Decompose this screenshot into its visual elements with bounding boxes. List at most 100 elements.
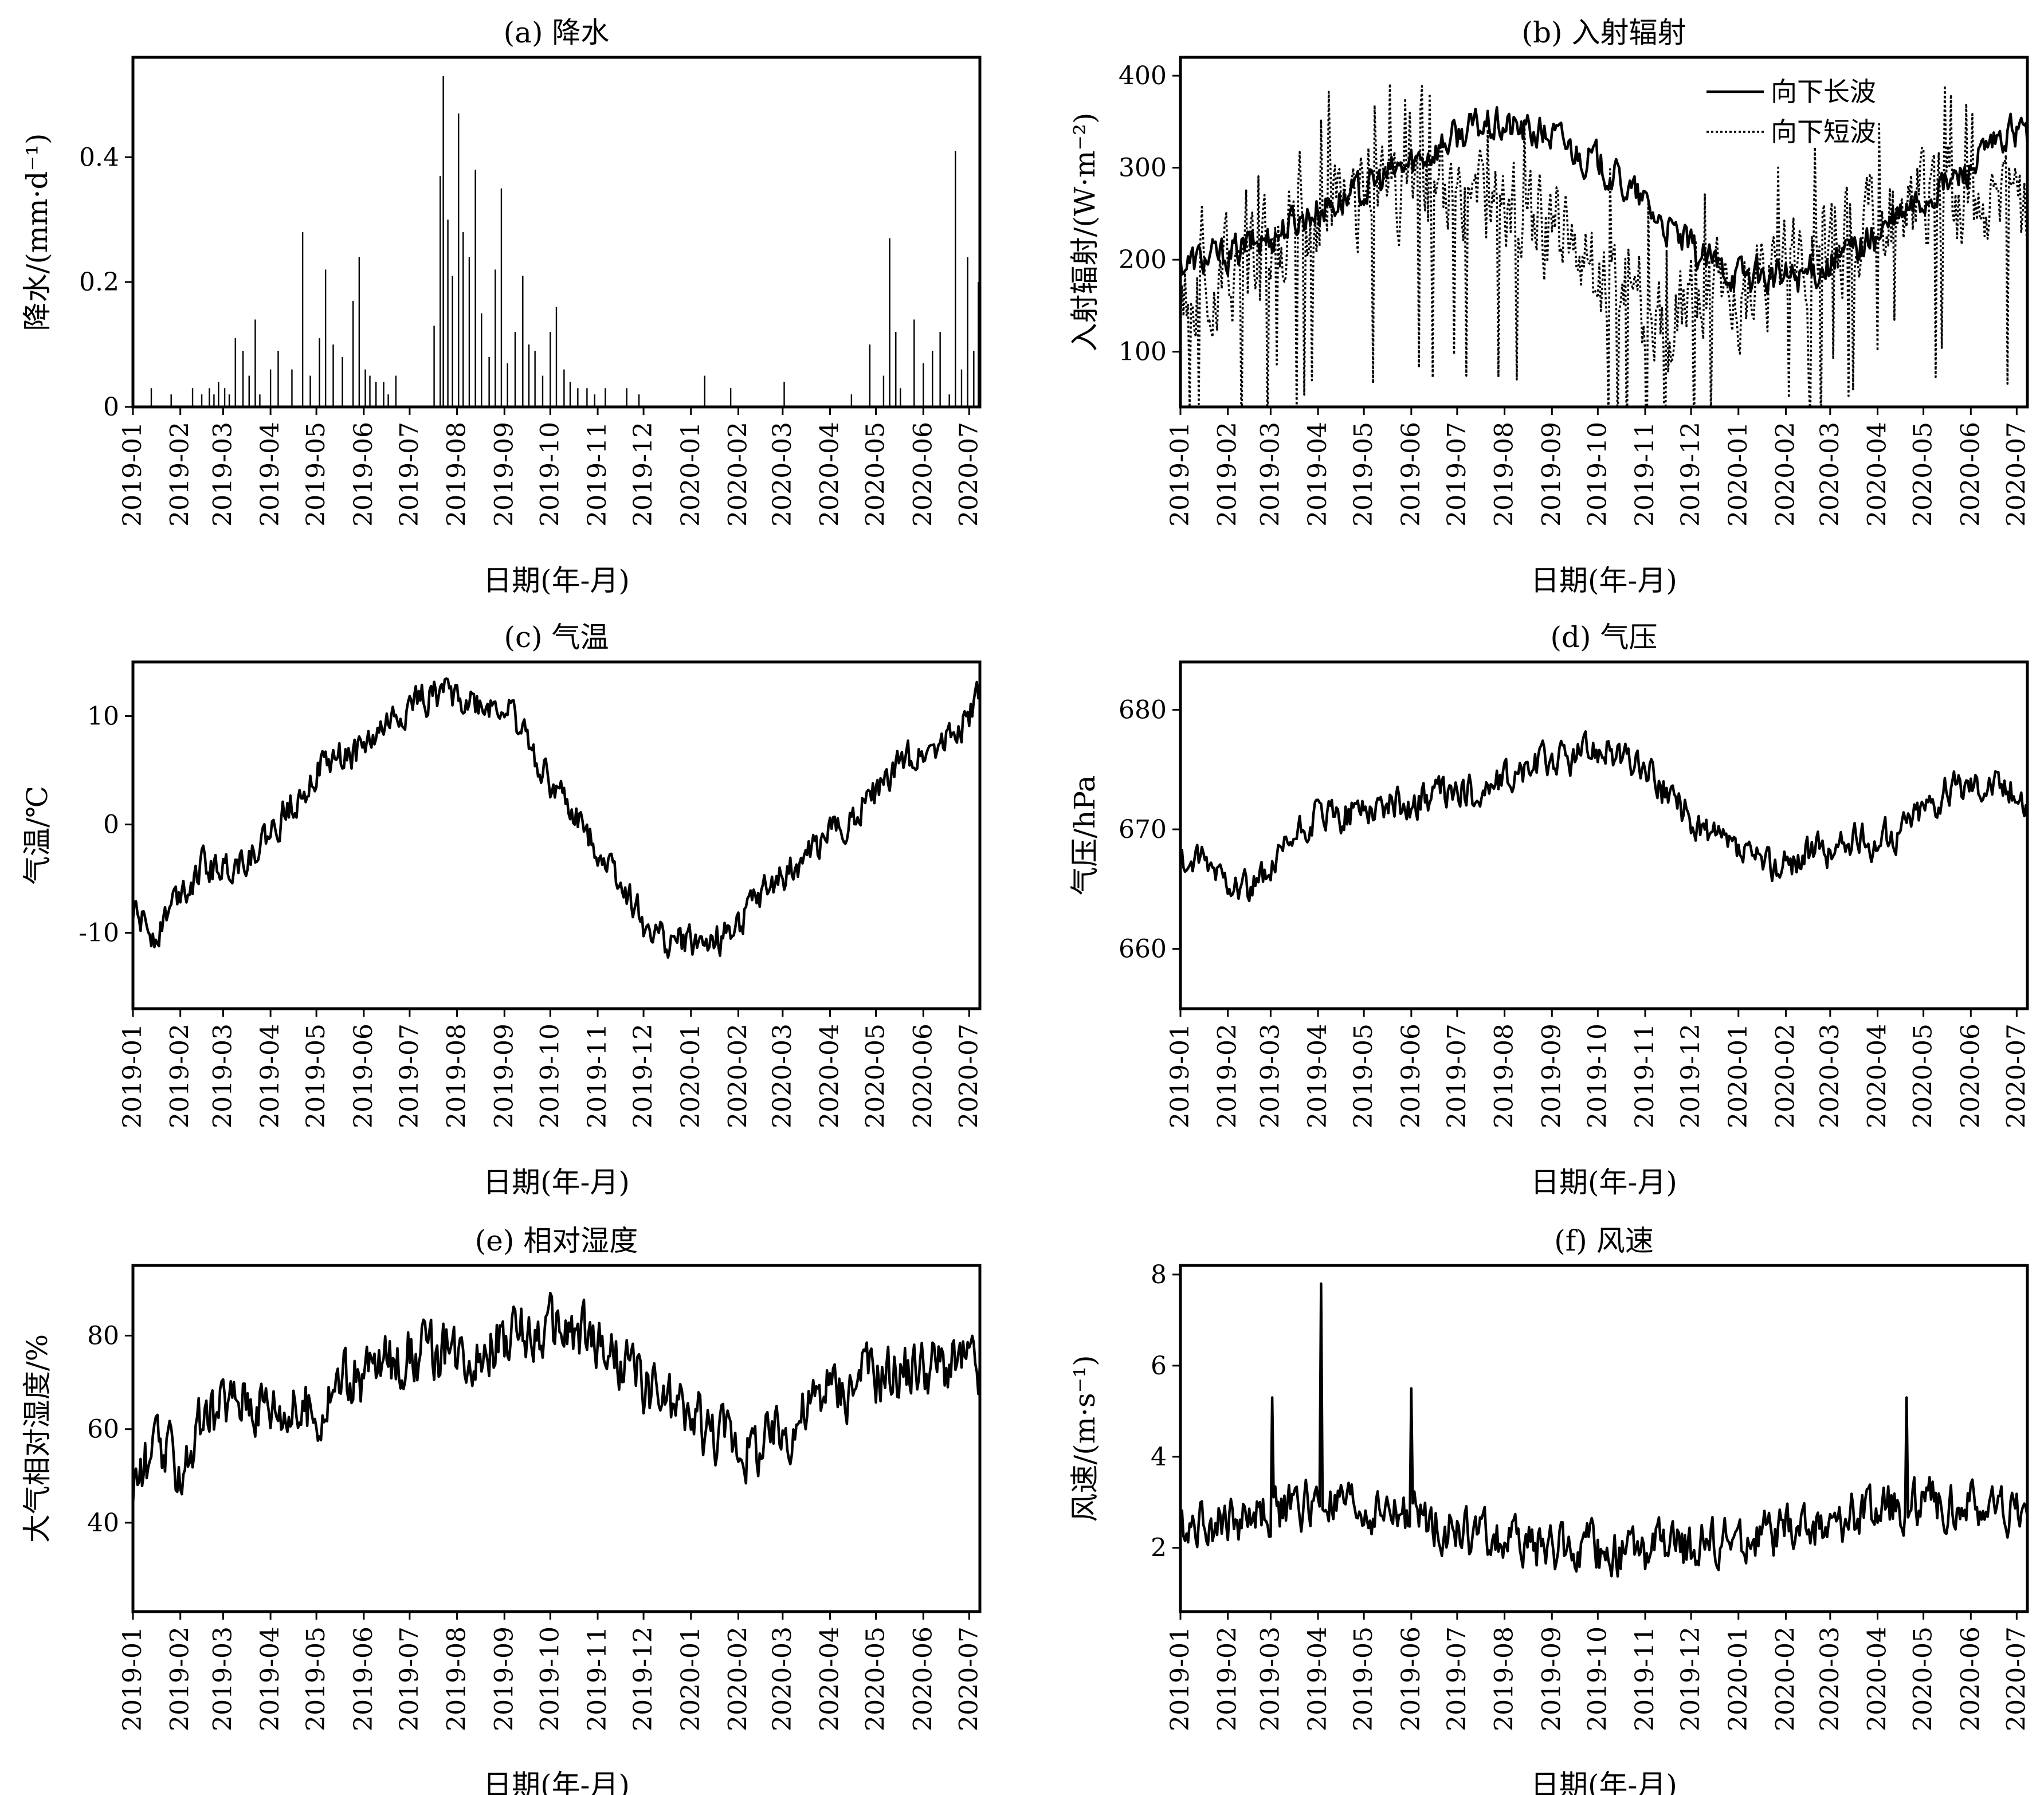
panel-d: 660 670 680 2019-01 2019-02 2019-03 2019-04 201… (1068, 621, 2031, 1199)
x-tick-label: 2019-08 (442, 1627, 472, 1731)
axes-frame (1179, 56, 2029, 409)
x-tick-label: 2020-05 (861, 1024, 890, 1128)
x-tick-label: 2019-01 (1166, 1024, 1195, 1128)
x-tick-label: 2020-04 (815, 1024, 845, 1128)
x-tick-label: 2020-02 (723, 1024, 752, 1128)
x-tick-label: 2020-07 (2002, 1024, 2031, 1128)
x-tick-label: 2019-07 (1442, 1024, 1472, 1128)
x-tick-label: 2020-03 (1815, 1024, 1845, 1128)
y-tick-label: 400 (1119, 61, 1167, 91)
x-tick-label: 2020-06 (1956, 1024, 1985, 1128)
x-tick-label: 2019-11 (1630, 422, 1659, 527)
y-tick-label: 6 (1151, 1351, 1167, 1381)
x-tick-label: 2020-04 (1863, 1024, 1892, 1128)
x-tick-label: 2019-08 (442, 1024, 472, 1128)
x-tick-label: 2019-09 (489, 422, 519, 527)
x-tick-label: 2019-09 (1537, 422, 1566, 527)
x-tick-label: 2020-06 (908, 1024, 937, 1128)
x-tick-label: 2019-10 (1583, 1627, 1612, 1731)
x-tick-label: 2019-02 (1213, 422, 1242, 527)
x-tick-label: 2019-09 (1537, 1627, 1566, 1731)
x-tick-label: 2019-05 (1349, 422, 1378, 527)
x-tick-label: 2019-10 (535, 1024, 564, 1128)
plot-area (133, 1291, 980, 1506)
x-tick-label: 2020-06 (1956, 1627, 1985, 1731)
x-tick-label: 2019-12 (1676, 422, 1705, 527)
x-tick-label: 2019-06 (1396, 1024, 1426, 1128)
x-tick-label: 2020-01 (676, 1024, 705, 1128)
x-tick-label: 2019-03 (1256, 422, 1285, 527)
x-tick-label: 2020-07 (954, 422, 983, 527)
x-tick-label: 2020-03 (1815, 422, 1845, 527)
x-tick-label: 2019-10 (535, 1627, 564, 1731)
x-tick-label: 2019-03 (1256, 1024, 1285, 1128)
axes-frame (131, 56, 982, 409)
x-tick-label: 2020-03 (768, 422, 797, 527)
y-tick-label: 0 (103, 393, 119, 422)
x-tick-label: 2019-04 (256, 1627, 285, 1731)
x-tick-label: 2020-01 (1724, 1627, 1753, 1731)
x-tick-label: 2019-10 (1583, 422, 1612, 527)
x-tick-label: 2019-12 (629, 1024, 658, 1128)
x-tick-label: 2020-05 (861, 1627, 890, 1731)
x-tick-label: 2019-02 (166, 1627, 195, 1731)
y-tick-label: 40 (87, 1508, 119, 1538)
x-tick-label: 2019-02 (166, 1024, 195, 1128)
x-tick-label: 2019-02 (166, 422, 195, 527)
x-tick-label: 2019-01 (1166, 422, 1195, 527)
legend-label: 向下短波 (1771, 116, 1876, 147)
x-tick-label: 2019-09 (1537, 1024, 1566, 1128)
x-tick-label: 2020-04 (815, 422, 845, 527)
x-tick-label: 2019-11 (583, 1627, 612, 1731)
series-line-1 (133, 677, 980, 959)
x-tick-label: 2019-05 (301, 1024, 331, 1128)
x-tick-label: 2019-03 (1256, 1627, 1285, 1731)
x-tick-label: 2019-03 (208, 1024, 237, 1128)
x-axis-label: 日期(年-月) (1531, 1769, 1677, 1795)
y-axis-label: 风速/(m·s⁻¹) (1068, 1355, 1101, 1522)
y-tick-label: 0.2 (79, 268, 119, 297)
x-tick-label: 2019-04 (1303, 422, 1332, 527)
x-tick-label: 2020-07 (2002, 422, 2031, 527)
x-tick-label: 2020-01 (676, 422, 705, 527)
legend-label: 向下长波 (1771, 76, 1876, 107)
y-tick-label: 670 (1119, 815, 1167, 844)
x-tick-label: 2019-05 (301, 1627, 331, 1731)
x-tick-label: 2020-03 (768, 1627, 797, 1731)
x-axis-label: 日期(年-月) (483, 1166, 630, 1199)
x-tick-label: 2020-05 (1909, 1024, 1938, 1128)
x-tick-label: 2019-07 (395, 1627, 424, 1731)
x-tick-label: 2020-02 (723, 1627, 752, 1731)
x-tick-label: 2020-01 (676, 1627, 705, 1731)
x-tick-label: 2019-01 (118, 422, 147, 527)
x-tick-label: 2020-03 (768, 1024, 797, 1128)
x-tick-label: 2020-05 (1909, 1627, 1938, 1731)
x-tick-label: 2019-12 (1676, 1024, 1705, 1128)
axes-frame (131, 1264, 982, 1613)
y-tick-label: 0.4 (79, 143, 119, 172)
x-tick-label: 2019-02 (1213, 1627, 1242, 1731)
x-tick-label: 2019-08 (1490, 422, 1519, 527)
x-tick-label: 2019-07 (395, 422, 424, 527)
x-tick-label: 2019-01 (118, 1024, 147, 1128)
x-tick-label: 2020-06 (908, 1627, 937, 1731)
x-tick-label: 2020-02 (1771, 1024, 1800, 1128)
x-tick-label: 2020-05 (1909, 422, 1938, 527)
x-tick-label: 2019-12 (629, 422, 658, 527)
panel-b: 100 200 300 400 2019-01 2019-02 2019-03 2019-04… (1068, 16, 2031, 597)
axes-frame (131, 660, 982, 1010)
x-tick-label: 2019-11 (583, 422, 612, 527)
y-tick-label: 300 (1119, 154, 1167, 183)
chart-title: (d) 气压 (1551, 621, 1658, 654)
series-line-1 (133, 1291, 980, 1506)
y-tick-label: 200 (1119, 245, 1167, 275)
y-axis-label: 大气相对湿度/% (21, 1334, 54, 1543)
x-tick-label: 2019-08 (442, 422, 472, 527)
y-tick-label: -10 (79, 919, 119, 948)
x-tick-label: 2019-08 (1490, 1024, 1519, 1128)
x-tick-label: 2019-11 (583, 1024, 612, 1128)
chart-title: (e) 相对湿度 (475, 1224, 638, 1257)
plot-area (1180, 730, 2027, 903)
x-tick-label: 2019-02 (1213, 1024, 1242, 1128)
chart-title: (f) 风速 (1554, 1224, 1653, 1257)
